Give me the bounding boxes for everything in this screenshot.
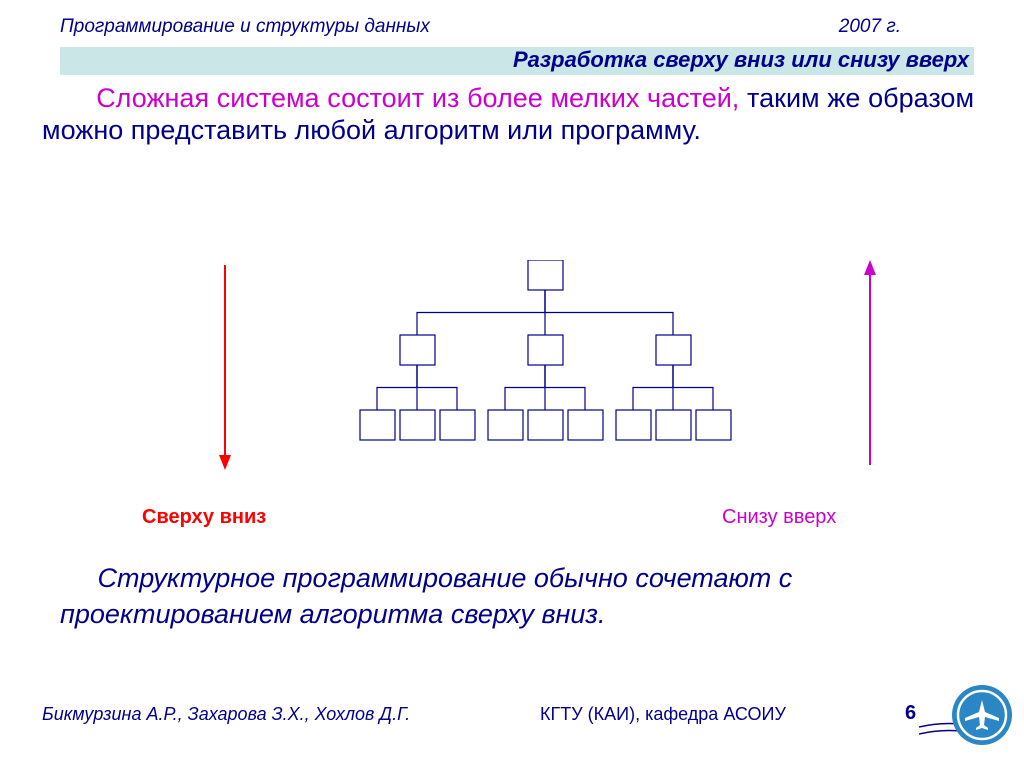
slide-title: Разработка сверху вниз или снизу вверх — [513, 47, 969, 73]
paragraph-highlight: Сложная система состоит из более мелких … — [96, 83, 739, 113]
paragraph-conclusion-text: Структурное программирование обычно соче… — [60, 563, 792, 629]
label-top-down: Сверху вниз — [142, 506, 266, 529]
arrow-bottom-up-icon — [860, 260, 880, 470]
logo-airplane-icon — [919, 672, 1014, 757]
page-number: 6 — [905, 702, 916, 725]
label-bottom-up: Снизу вверх — [722, 506, 836, 529]
footer-org: КГТУ (КАИ), кафедра АСОИУ — [540, 704, 786, 725]
paragraph-intro: Сложная система состоит из более мелких … — [42, 82, 974, 147]
footer-authors: Бикмурзина А.Р., Захарова З.Х., Хохлов Д… — [42, 704, 410, 725]
header-year: 2007 г. — [839, 16, 901, 38]
arrow-top-down-icon — [215, 265, 235, 475]
paragraph-conclusion: Структурное программирование обычно соче… — [60, 560, 954, 633]
header-course: Программирование и структуры данных — [60, 16, 430, 38]
tree-diagram — [310, 260, 750, 450]
